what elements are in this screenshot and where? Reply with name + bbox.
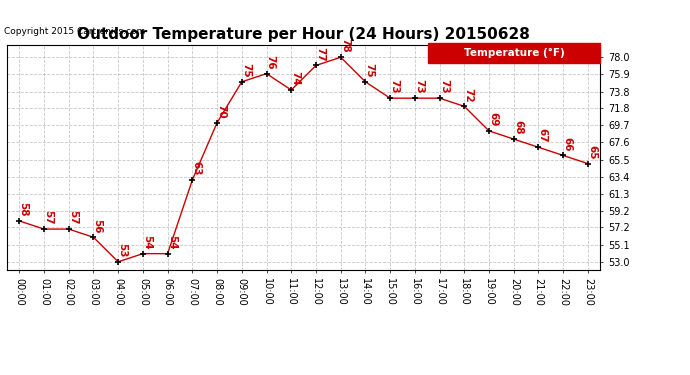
Text: 54: 54 [142,235,152,249]
Text: 73: 73 [414,80,424,94]
Text: 70: 70 [216,104,226,118]
Text: 65: 65 [587,145,597,159]
Text: 56: 56 [92,219,103,233]
Text: 76: 76 [266,55,276,69]
Text: 69: 69 [489,112,498,127]
Text: 63: 63 [192,161,201,176]
Text: 54: 54 [167,235,177,249]
Text: 75: 75 [241,63,251,78]
Text: 77: 77 [315,46,325,61]
Text: 73: 73 [389,80,400,94]
Text: 74: 74 [290,71,300,86]
Text: Temperature (°F): Temperature (°F) [464,48,564,58]
Text: 75: 75 [364,63,375,78]
Text: 58: 58 [19,202,28,217]
Text: 67: 67 [538,129,548,143]
FancyBboxPatch shape [428,43,600,63]
Text: 66: 66 [562,137,573,151]
Text: 78: 78 [340,39,350,53]
Text: Copyright 2015 Cartronics.com: Copyright 2015 Cartronics.com [4,27,145,36]
Text: 53: 53 [117,243,128,258]
Title: Outdoor Temperature per Hour (24 Hours) 20150628: Outdoor Temperature per Hour (24 Hours) … [77,27,530,42]
Text: 72: 72 [464,88,473,102]
Text: 57: 57 [43,210,53,225]
Text: 73: 73 [439,80,449,94]
Text: 57: 57 [68,210,78,225]
Text: 68: 68 [513,120,523,135]
